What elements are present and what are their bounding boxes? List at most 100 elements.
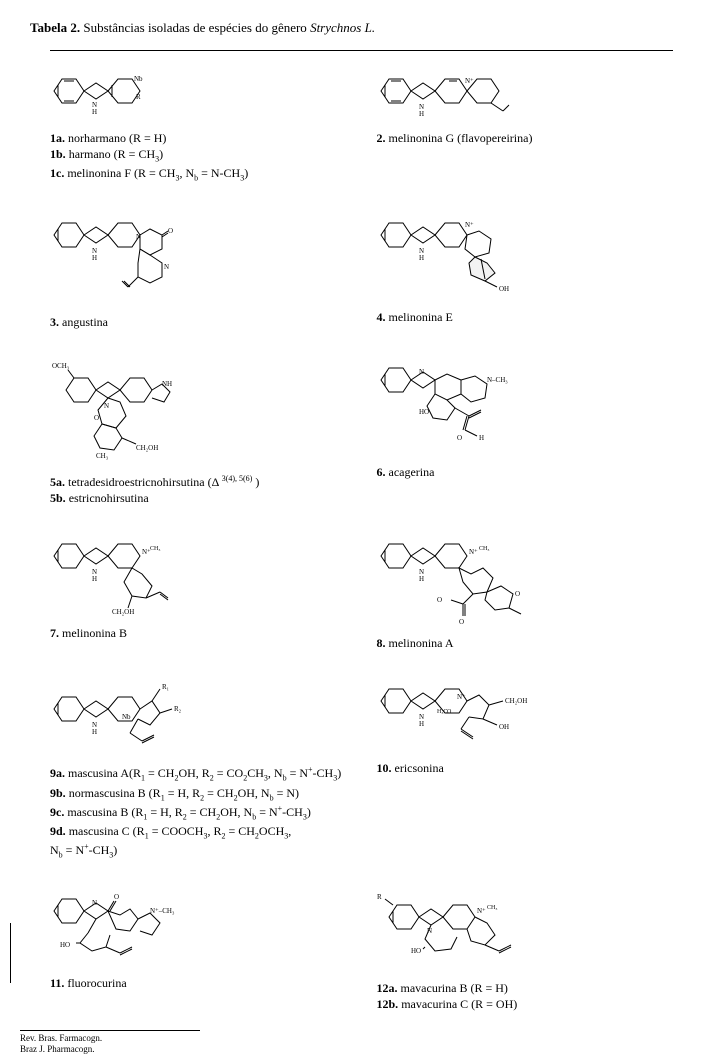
cell-3: N H N O N 3. angustina xyxy=(50,213,347,330)
svg-text:O: O xyxy=(168,227,173,235)
text-12a: mavacurina B (R = H) xyxy=(401,981,508,995)
svg-text:O: O xyxy=(94,414,99,422)
svg-text:NH: NH xyxy=(162,380,172,388)
svg-text:N⁺: N⁺ xyxy=(457,693,466,701)
structure-10-icon: N H H₃C N⁺ CH₂OH OH O xyxy=(377,679,674,754)
text-5b: estricnohirsutina xyxy=(69,491,149,505)
text-1a: norharmano (R = H) xyxy=(68,131,166,145)
svg-text:N⁺: N⁺ xyxy=(465,221,474,229)
svg-text:N–CH₃: N–CH₃ xyxy=(487,376,508,384)
svg-text:N: N xyxy=(92,899,97,907)
svg-text:N: N xyxy=(164,263,169,271)
svg-text:HO: HO xyxy=(60,941,70,949)
text-8: melinonina A xyxy=(389,636,454,650)
svg-text:H₃C: H₃C xyxy=(437,709,447,715)
svg-text:R₁: R₁ xyxy=(162,683,169,691)
caption-3: 3. angustina xyxy=(50,314,347,330)
text-4: melinonina E xyxy=(389,310,453,324)
footer-rule xyxy=(20,1030,200,1031)
svg-text:OH: OH xyxy=(499,723,509,731)
caption-1: 1a. norharmano (R = H) 1b. harmano (R = … xyxy=(50,130,347,185)
svg-text:N⁺: N⁺ xyxy=(469,548,478,556)
caption-5: 5a. tetradesidroestricnohirsutina (Δ 3(4… xyxy=(50,474,347,506)
svg-text:CH₂OH: CH₂OH xyxy=(112,608,134,616)
svg-text:O: O xyxy=(459,618,464,626)
text-10: ericsonina xyxy=(395,761,444,775)
svg-text:H: H xyxy=(479,434,484,442)
svg-text:CH₃: CH₃ xyxy=(487,905,497,911)
svg-text:H: H xyxy=(92,108,97,116)
svg-text:CH₂OH: CH₂OH xyxy=(505,697,527,705)
cell-8: N H N⁺ CH₃ O O O 8. xyxy=(377,534,674,651)
svg-text:R₂: R₂ xyxy=(174,705,182,713)
svg-text:O: O xyxy=(447,709,452,715)
structure-8-icon: N H N⁺ CH₃ O O O xyxy=(377,534,674,629)
svg-text:OCH₃: OCH₃ xyxy=(52,362,70,370)
cell-2: N H N⁺ 2. melinonina G (flavopereirina) xyxy=(377,69,674,185)
svg-text:O: O xyxy=(437,596,442,604)
svg-text:N⁺–CH₃: N⁺–CH₃ xyxy=(150,907,175,915)
svg-text:CH₃: CH₃ xyxy=(479,546,489,552)
structure-12-icon: R N N⁺ CH₃ HO xyxy=(377,889,674,974)
structure-9-icon: N H Nb R₁ R₂ xyxy=(50,679,347,759)
cell-7: N H N⁺ CH₃ CH₂OH 7. melinonina B xyxy=(50,534,347,651)
structure-5-icon: OCH₃ N NH O CH₃ CH₂OH xyxy=(50,358,347,468)
svg-text:Nb: Nb xyxy=(134,75,143,83)
structure-1-icon: N H Nb R xyxy=(50,69,347,124)
structure-11-icon: N O N⁺–CH₃ HO xyxy=(50,889,347,969)
svg-text:H: H xyxy=(419,110,424,118)
svg-text:Nb: Nb xyxy=(122,713,131,721)
svg-text:R: R xyxy=(136,93,141,101)
svg-text:N: N xyxy=(104,402,109,410)
footer-line-1: Rev. Bras. Farmacogn. xyxy=(20,1033,200,1044)
cell-9: N H Nb R₁ R₂ 9a. mascusina A(R1 = CH2OH, xyxy=(50,679,347,861)
text-11: fluorocurina xyxy=(67,976,126,990)
caption-12: 12a. mavacurina B (R = H) 12b. mavacurin… xyxy=(377,980,674,1012)
svg-text:R: R xyxy=(377,893,382,901)
text-6: acagerina xyxy=(389,465,435,479)
cell-4: N H N⁺ OH 4. melinonina E xyxy=(377,213,674,330)
compound-grid: N H Nb R 1a. norharmano (R = H) 1b. harm… xyxy=(30,69,693,1013)
footer-line-2: Braz J. Pharmacogn. xyxy=(20,1044,200,1055)
svg-text:CH₃: CH₃ xyxy=(96,452,109,460)
caption-9: 9a. mascusina A(R1 = CH2OH, R2 = CO2CH3,… xyxy=(50,765,347,861)
text-3: angustina xyxy=(62,315,108,329)
cell-10: N H H₃C N⁺ CH₂OH OH O 10. erics xyxy=(377,679,674,861)
caption-6: 6. acagerina xyxy=(377,464,674,480)
svg-text:H: H xyxy=(419,720,424,728)
text-2: melinonina G (flavopereirina) xyxy=(389,131,533,145)
caption-4: 4. melinonina E xyxy=(377,309,674,325)
title-prefix: Tabela 2. xyxy=(30,20,80,35)
svg-text:O: O xyxy=(457,434,462,442)
svg-text:OH: OH xyxy=(499,285,509,293)
structure-6-icon: N N–CH₃ HO O H xyxy=(377,358,674,458)
caption-7: 7. melinonina B xyxy=(50,625,347,641)
left-margin-tick xyxy=(10,923,11,983)
svg-text:N⁺: N⁺ xyxy=(477,907,486,915)
caption-2: 2. melinonina G (flavopereirina) xyxy=(377,130,674,146)
cell-1: N H Nb R 1a. norharmano (R = H) 1b. harm… xyxy=(50,69,347,185)
svg-text:O: O xyxy=(515,590,520,598)
svg-text:O: O xyxy=(114,893,119,901)
svg-text:CH₂OH: CH₂OH xyxy=(136,444,158,452)
cell-11: N O N⁺–CH₃ HO 11. fluorocuri xyxy=(50,889,347,1012)
top-rule xyxy=(50,50,673,51)
svg-text:N⁺: N⁺ xyxy=(465,77,474,85)
svg-text:H: H xyxy=(92,575,97,583)
cell-5: OCH₃ N NH O CH₃ CH₂OH 5a. tetr xyxy=(50,358,347,506)
text-12b: mavacurina C (R = OH) xyxy=(401,997,517,1011)
svg-text:H: H xyxy=(419,254,424,262)
structure-4-icon: N H N⁺ OH xyxy=(377,213,674,303)
title-text: Substâncias isoladas de espécies do gêne… xyxy=(83,20,306,35)
text-7: melinonina B xyxy=(62,626,127,640)
structure-2-icon: N H N⁺ xyxy=(377,69,674,124)
structure-3-icon: N H N O N xyxy=(50,213,347,308)
caption-8: 8. melinonina A xyxy=(377,635,674,651)
svg-text:HO: HO xyxy=(419,408,429,416)
text-5a: tetradesidroestricnohirsutina (Δ xyxy=(68,475,222,489)
journal-footer: Rev. Bras. Farmacogn. Braz J. Pharmacogn… xyxy=(20,1030,200,1055)
cell-6: N N–CH₃ HO O H 6. acagerina xyxy=(377,358,674,506)
svg-text:N: N xyxy=(419,368,424,376)
table-title: Tabela 2. Substâncias isoladas de espéci… xyxy=(30,20,693,36)
structure-7-icon: N H N⁺ CH₃ CH₂OH xyxy=(50,534,347,619)
